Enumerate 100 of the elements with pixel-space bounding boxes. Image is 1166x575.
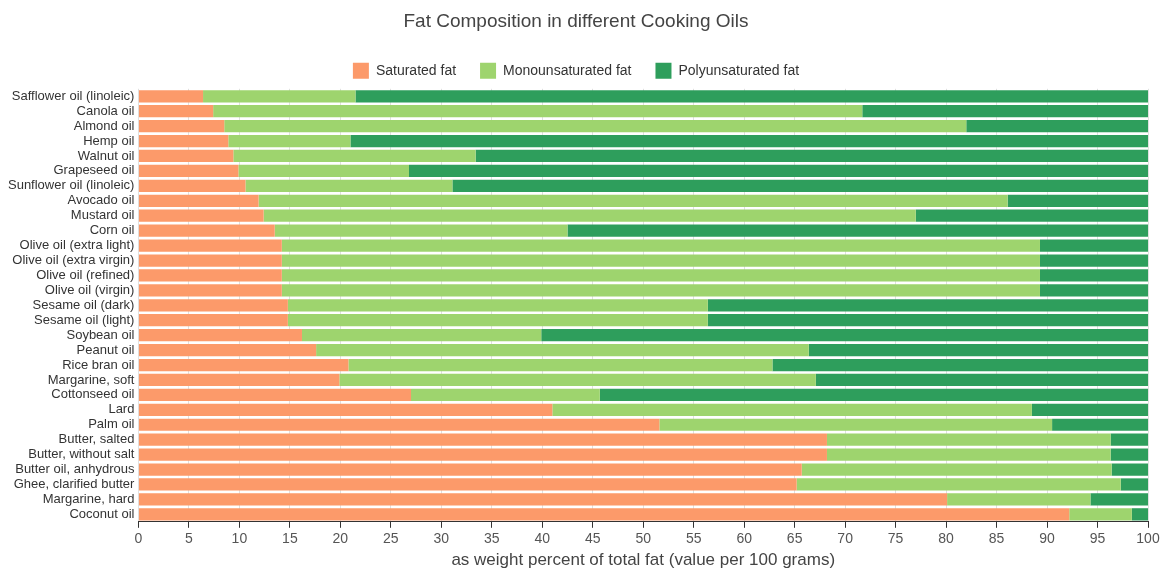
bar: [796, 478, 1121, 491]
y-tick-label: Grapeseed oil: [53, 162, 135, 178]
x-tick-label: 35: [484, 530, 500, 547]
x-tick-label: 40: [534, 530, 551, 547]
y-tick-label: Margarine, soft: [47, 371, 135, 387]
bar: [1111, 463, 1148, 476]
y-tick-label: Sesame oil (light): [34, 311, 135, 327]
bar: [808, 343, 1148, 357]
bar: [826, 448, 1111, 461]
y-tick-label: Sesame oil (dark): [32, 296, 135, 312]
y-tick-label: Almond oil: [73, 117, 135, 133]
bar: [281, 239, 1040, 252]
y-tick-label: Lard: [108, 401, 135, 417]
bar: [138, 508, 1070, 521]
x-tick-label: 5: [185, 530, 194, 547]
y-tick-label: Butter oil, anhydrous: [15, 461, 135, 477]
bar: [1039, 269, 1148, 282]
y-tick-label: Margarine, hard: [42, 490, 135, 506]
bar: [350, 134, 1148, 148]
bar: [1031, 403, 1148, 416]
bar: [138, 224, 275, 237]
bar: [224, 120, 967, 133]
bar: [707, 299, 1148, 312]
bar: [339, 373, 816, 387]
bar: [862, 105, 1148, 118]
x-tick-label: 80: [938, 530, 955, 547]
bar: [138, 134, 229, 148]
bar: [138, 120, 225, 133]
y-tick-label: Olive oil (virgin): [44, 281, 135, 297]
bar: [138, 314, 288, 327]
bar: [138, 105, 214, 118]
y-tick-label: Ghee, clarified butter: [13, 476, 136, 492]
bar: [815, 373, 1148, 387]
bar: [411, 388, 600, 402]
bar: [1039, 284, 1148, 297]
bar: [138, 433, 827, 446]
bar: [263, 209, 916, 222]
x-tick-label: 10: [231, 530, 248, 547]
bar: [238, 164, 409, 178]
bar: [1120, 478, 1148, 491]
bar: [316, 343, 809, 357]
x-tick-label: 45: [584, 530, 601, 547]
bar: [826, 433, 1111, 446]
x-tick-label: 70: [837, 530, 854, 547]
y-tick-label: Peanut oil: [76, 341, 135, 357]
y-tick-label: Coconut oil: [69, 505, 135, 521]
x-tick-label: 50: [635, 530, 652, 547]
bar: [138, 194, 259, 207]
bar: [801, 463, 1112, 476]
bar: [772, 358, 1148, 372]
bar: [287, 314, 708, 327]
x-tick-label: 100: [1136, 530, 1160, 547]
bar: [203, 90, 356, 103]
x-tick-label: 30: [433, 530, 450, 547]
bar: [1052, 418, 1148, 431]
legend-label: Monounsaturated fat: [503, 61, 632, 78]
y-tick-label: Avocado oil: [67, 192, 135, 208]
bar: [281, 284, 1040, 297]
bar: [138, 418, 660, 431]
bar: [1007, 194, 1148, 207]
x-tick-label: 55: [685, 530, 702, 547]
bar: [138, 239, 282, 252]
bar: [245, 179, 453, 192]
bar: [1069, 508, 1132, 521]
bar: [301, 329, 542, 342]
bar: [138, 403, 553, 416]
bar: [138, 388, 412, 402]
bar: [213, 105, 863, 118]
bar: [1110, 448, 1148, 461]
bar: [567, 224, 1148, 237]
bar: [138, 269, 282, 282]
bar: [707, 314, 1148, 327]
bar: [138, 254, 282, 267]
bar: [274, 224, 568, 237]
bar: [348, 358, 773, 372]
bar: [228, 134, 351, 148]
bar: [541, 329, 1148, 342]
y-tick-label: Mustard oil: [70, 207, 135, 223]
bar: [138, 149, 234, 163]
bar: [138, 164, 239, 178]
y-tick-label: Walnut oil: [77, 147, 135, 163]
y-tick-label: Rice bran oil: [62, 356, 135, 372]
bar: [915, 209, 1148, 222]
bar: [138, 284, 282, 297]
y-tick-label: Hemp oil: [83, 132, 135, 148]
bar: [1110, 433, 1148, 446]
y-tick-label: Cottonseed oil: [51, 386, 135, 402]
bar: [281, 254, 1040, 267]
bar: [138, 478, 797, 491]
bar: [138, 179, 246, 192]
y-tick-label: Canola oil: [76, 102, 135, 118]
bar: [452, 179, 1148, 192]
y-tick-label: Palm oil: [88, 416, 135, 432]
x-axis-title: as weight percent of total fat (value per 100 grams): [451, 550, 836, 570]
bar: [1039, 254, 1148, 267]
x-tick-label: 90: [1039, 530, 1056, 547]
y-tick-label: Olive oil (extra light): [19, 237, 135, 253]
bar: [138, 493, 948, 506]
bar: [138, 209, 264, 222]
bar: [475, 149, 1148, 163]
